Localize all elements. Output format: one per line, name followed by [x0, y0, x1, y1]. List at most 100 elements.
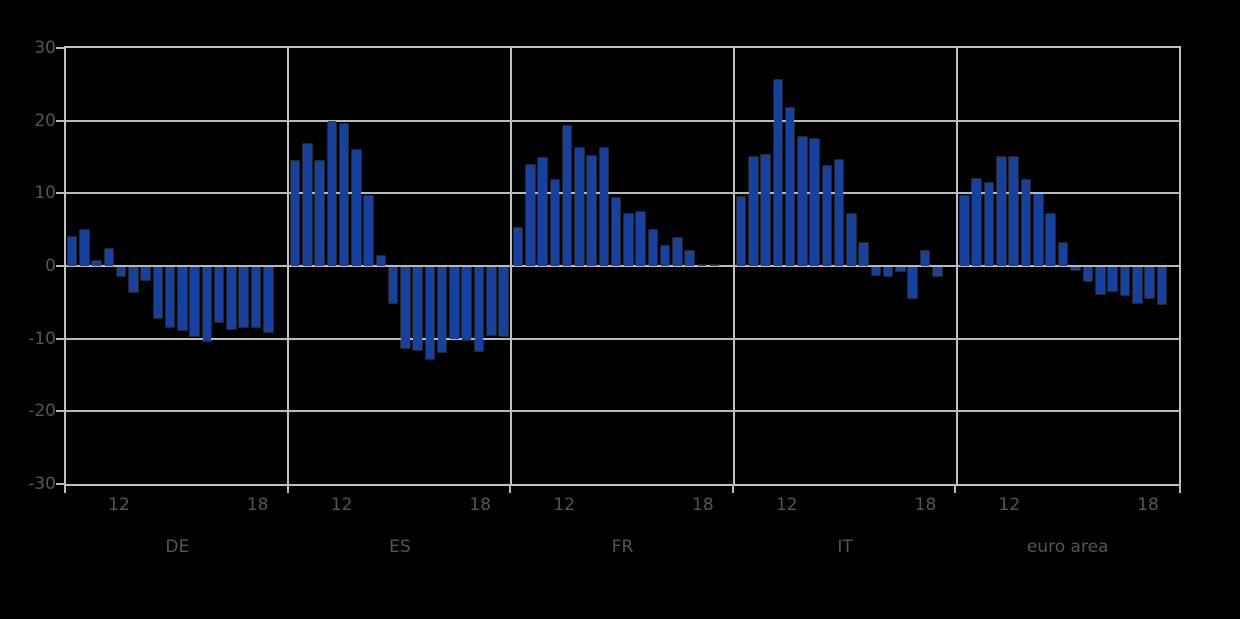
bar	[810, 138, 819, 266]
bar	[290, 160, 300, 266]
bar	[1071, 267, 1080, 270]
bar	[883, 267, 893, 277]
bar	[761, 154, 770, 266]
axis-tick-mark	[56, 265, 64, 267]
bar	[996, 157, 1006, 266]
y-axis-tick-label: 10	[34, 183, 56, 204]
x-axis-tick-label: 18	[692, 495, 714, 515]
panel-euro area	[958, 48, 1179, 484]
bar	[141, 267, 150, 281]
x-axis-tick-label: 12	[330, 495, 353, 515]
bar	[327, 120, 337, 266]
bar	[190, 267, 199, 337]
gridline-y-20	[66, 119, 1179, 122]
y-axis-tick-label: -10	[28, 328, 56, 349]
bar	[214, 267, 224, 322]
x-axis-tick-label: 18	[1137, 495, 1159, 515]
axis-tick-mark	[731, 485, 734, 493]
bar	[425, 267, 435, 359]
bar	[227, 267, 236, 329]
bar	[388, 267, 398, 303]
bar	[116, 267, 126, 277]
bar	[401, 267, 410, 348]
bar	[92, 260, 101, 266]
bar	[871, 267, 881, 275]
bar	[984, 183, 994, 266]
bar	[624, 213, 633, 266]
panel-label: FR	[611, 537, 634, 557]
gridline-y-10	[66, 192, 1179, 195]
axis-tick-mark	[56, 192, 64, 195]
x-axis-tick-label: 12	[108, 495, 130, 515]
bar	[315, 161, 324, 266]
panel-label: ES	[389, 537, 411, 557]
bar	[1058, 243, 1068, 266]
bar	[513, 228, 523, 266]
bar	[972, 178, 981, 266]
y-axis-tick-label: -20	[28, 401, 56, 422]
bar	[685, 250, 694, 266]
bar	[959, 195, 969, 266]
plot-area	[64, 46, 1181, 486]
bar	[1132, 267, 1142, 304]
bar	[178, 267, 187, 331]
bar	[67, 236, 77, 266]
y-axis-tick-label: 30	[34, 38, 56, 58]
bar	[920, 250, 930, 266]
bar	[339, 124, 349, 266]
bar	[773, 79, 783, 266]
bar	[153, 267, 163, 318]
bar	[1157, 267, 1167, 305]
bar	[251, 267, 261, 328]
x-axis-tick-label: 12	[998, 495, 1021, 515]
bar	[550, 179, 560, 266]
x-axis-tick-label: 12	[553, 495, 575, 515]
bar	[562, 125, 572, 266]
bar	[834, 159, 844, 266]
bar	[1120, 267, 1130, 295]
x-axis-tick-label: 18	[914, 495, 937, 515]
bar	[538, 157, 547, 266]
bar	[636, 211, 645, 266]
bar	[486, 267, 496, 336]
axis-tick-mark	[954, 485, 957, 493]
axis-tick-mark	[56, 410, 64, 413]
y-axis-tick-label: 20	[34, 110, 56, 131]
panel-IT	[735, 48, 958, 484]
y-axis-tick-label: 0	[45, 256, 56, 276]
bar	[1108, 267, 1117, 291]
panel-label: IT	[837, 537, 853, 557]
axis-tick-mark	[509, 485, 512, 493]
bar	[822, 165, 832, 266]
bar	[1046, 214, 1056, 266]
bar	[263, 267, 273, 332]
bar	[437, 267, 447, 353]
bar	[376, 255, 386, 266]
bar	[1083, 267, 1093, 281]
bar	[474, 267, 484, 351]
axis-tick-mark	[64, 485, 66, 493]
bar	[660, 246, 670, 266]
bar	[352, 149, 361, 266]
axis-tick-mark	[56, 337, 64, 340]
panel-label: DE	[165, 537, 190, 557]
panel-ES	[289, 48, 512, 484]
bar	[896, 267, 905, 271]
bar	[364, 196, 373, 266]
gridline-y--20	[66, 410, 1179, 413]
bar	[1145, 267, 1154, 299]
gridline-y--10	[66, 337, 1179, 340]
bar	[1034, 194, 1043, 266]
bar	[697, 265, 707, 266]
bar	[908, 267, 917, 299]
bar	[673, 238, 682, 266]
axis-tick-mark	[56, 483, 64, 485]
bar	[749, 157, 758, 266]
bar	[847, 213, 856, 266]
gridline-y-0	[66, 265, 1179, 267]
y-axis-tick-label: -30	[28, 474, 56, 494]
bar	[499, 267, 508, 337]
bar	[104, 249, 114, 266]
bar	[165, 267, 175, 327]
